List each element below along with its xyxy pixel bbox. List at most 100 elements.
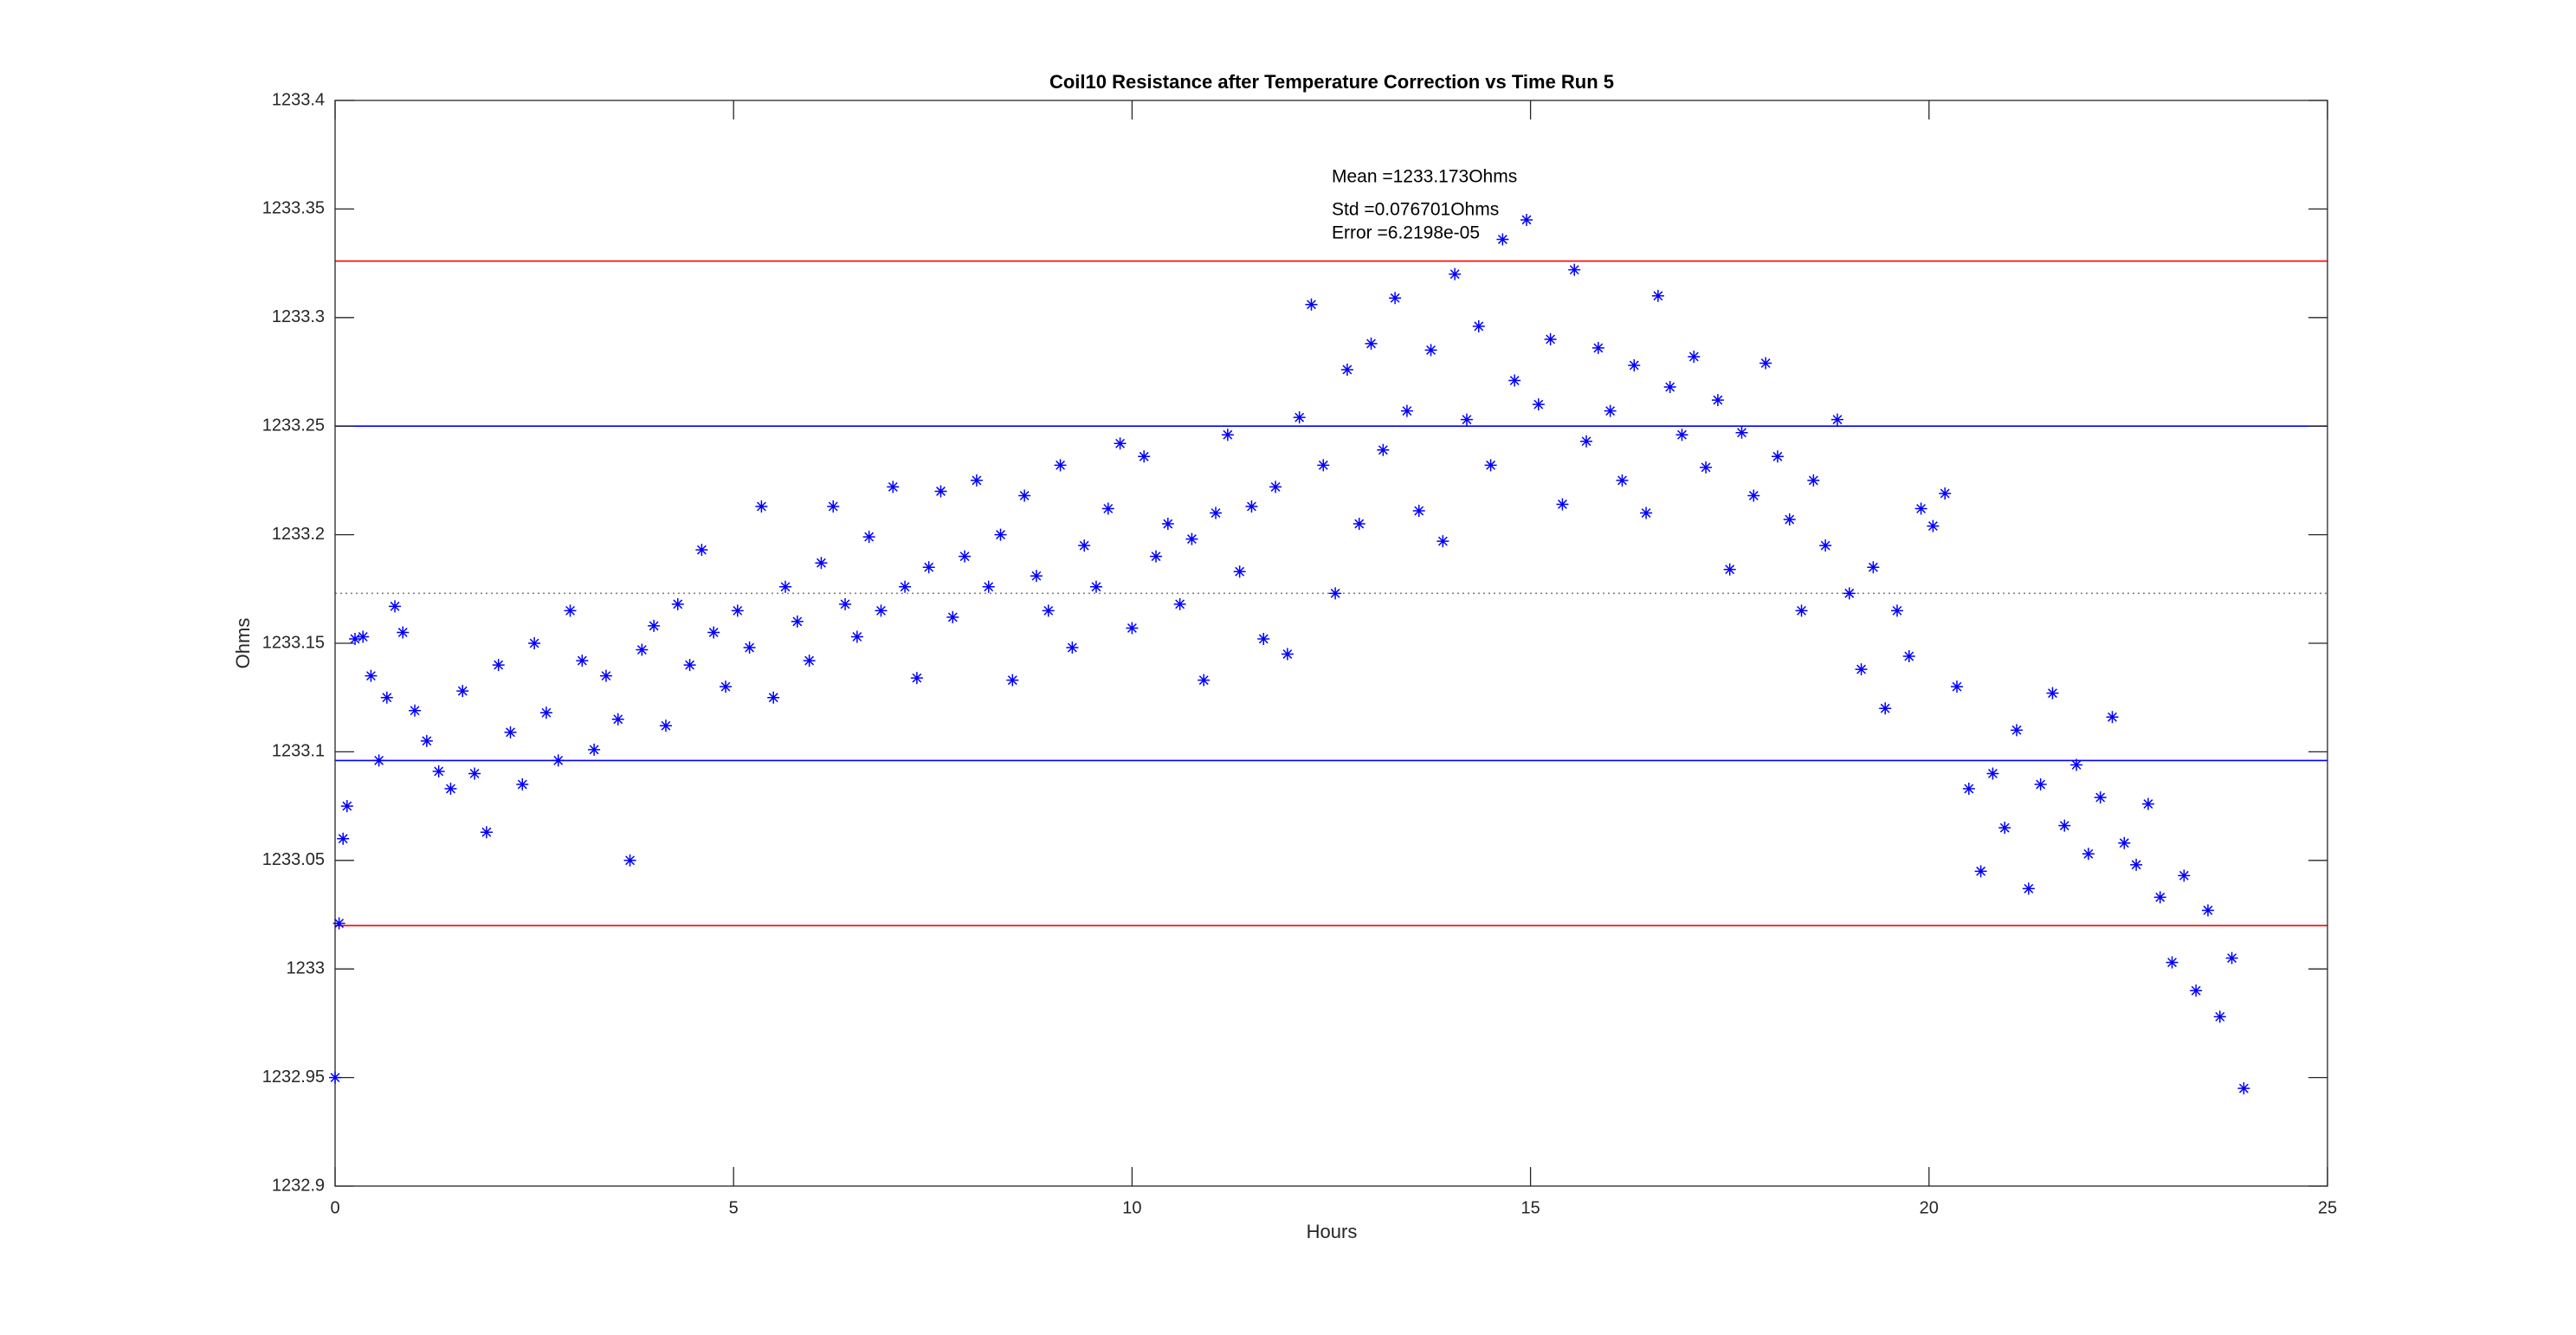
- data-point: [1484, 459, 1497, 472]
- data-point: [1436, 535, 1449, 548]
- chart-title: Coil10 Resistance after Temperature Corr…: [1049, 71, 1614, 93]
- data-point: [982, 580, 995, 593]
- data-point: [994, 528, 1007, 541]
- data-point: [1365, 337, 1378, 350]
- data-point: [1293, 411, 1306, 424]
- data-point: [1783, 513, 1796, 526]
- data-point: [899, 580, 912, 593]
- data-point: [1233, 565, 1246, 578]
- data-point: [365, 669, 378, 682]
- data-point: [1340, 363, 1353, 376]
- data-point: [743, 642, 756, 655]
- data-point: [1771, 450, 1784, 463]
- y-tick-label: 1233.15: [262, 633, 325, 652]
- data-point: [2082, 848, 2095, 861]
- data-point: [910, 672, 923, 685]
- data-point: [1245, 500, 1258, 513]
- data-point: [2070, 758, 2083, 771]
- y-tick-label: 1233.35: [262, 199, 325, 218]
- data-point: [1389, 292, 1402, 305]
- data-point: [959, 550, 972, 563]
- data-point: [922, 561, 935, 574]
- data-point: [1006, 674, 1019, 687]
- data-point: [1114, 437, 1127, 450]
- data-point: [389, 600, 402, 613]
- data-point: [648, 619, 661, 632]
- data-point: [432, 764, 445, 777]
- data-point: [1030, 570, 1043, 583]
- data-point: [2166, 956, 2179, 969]
- data-point: [1424, 344, 1437, 357]
- data-point: [1161, 518, 1174, 531]
- data-point: [576, 655, 589, 668]
- data-point: [719, 680, 732, 693]
- data-point: [1054, 459, 1067, 472]
- data-point: [1688, 350, 1701, 363]
- data-point: [2022, 882, 2035, 895]
- data-point: [755, 500, 768, 513]
- data-point: [767, 691, 780, 704]
- data-point: [444, 783, 457, 796]
- data-point: [552, 754, 565, 767]
- data-point: [839, 597, 852, 610]
- data-point: [695, 544, 708, 557]
- data-point: [340, 800, 353, 813]
- data-point: [1018, 489, 1031, 502]
- data-point: [1508, 374, 1521, 387]
- data-point: [1173, 597, 1186, 610]
- data-point: [1568, 263, 1581, 276]
- data-point: [1890, 604, 1903, 617]
- data-point: [1914, 502, 1927, 515]
- data-point: [480, 826, 493, 839]
- data-point: [1556, 498, 1569, 511]
- data-point: [862, 531, 875, 544]
- data-point: [2153, 891, 2166, 904]
- data-point: [1939, 487, 1952, 500]
- annotation: Error =6.2198e-05: [1332, 223, 1480, 243]
- data-point: [337, 832, 350, 845]
- data-point: [671, 597, 684, 610]
- data-point: [380, 691, 393, 704]
- data-point: [1281, 648, 1294, 661]
- data-point: [1353, 518, 1365, 531]
- data-point: [731, 604, 744, 617]
- y-tick-label: 1233.05: [262, 850, 325, 869]
- x-tick-label: 15: [1520, 1198, 1540, 1217]
- data-point: [1974, 865, 1987, 878]
- data-point: [2106, 711, 2119, 724]
- data-point: [1951, 680, 1964, 693]
- data-point: [1879, 702, 1892, 715]
- y-tick-label: 1233.1: [272, 742, 325, 761]
- data-point: [1198, 674, 1211, 687]
- y-tick-label: 1233.25: [262, 416, 325, 435]
- data-point: [1412, 505, 1425, 518]
- data-point: [1902, 650, 1915, 663]
- data-point: [1329, 587, 1342, 600]
- data-point: [1616, 474, 1629, 487]
- y-tick-label: 1233.2: [272, 525, 325, 544]
- data-point: [1747, 489, 1760, 502]
- data-point: [1496, 233, 1509, 246]
- data-point: [1089, 580, 1102, 593]
- data-point: [1532, 398, 1545, 411]
- data-point: [1101, 502, 1114, 515]
- data-point: [1819, 539, 1832, 552]
- data-point: [1651, 289, 1664, 302]
- data-point: [1066, 642, 1079, 655]
- data-point: [588, 743, 601, 756]
- data-point: [1663, 381, 1676, 394]
- x-tick-label: 0: [330, 1198, 339, 1217]
- data-point: [2178, 869, 2191, 882]
- data-point: [1317, 459, 1330, 472]
- y-tick-label: 1233.3: [272, 307, 325, 326]
- y-tick-label: 1232.9: [272, 1176, 325, 1195]
- data-point: [1126, 622, 1139, 635]
- data-point: [2237, 1082, 2250, 1095]
- y-tick-label: 1232.95: [262, 1067, 325, 1087]
- data-point: [623, 854, 636, 867]
- data-point: [1400, 404, 1413, 417]
- data-point: [815, 557, 828, 570]
- data-point: [397, 626, 410, 639]
